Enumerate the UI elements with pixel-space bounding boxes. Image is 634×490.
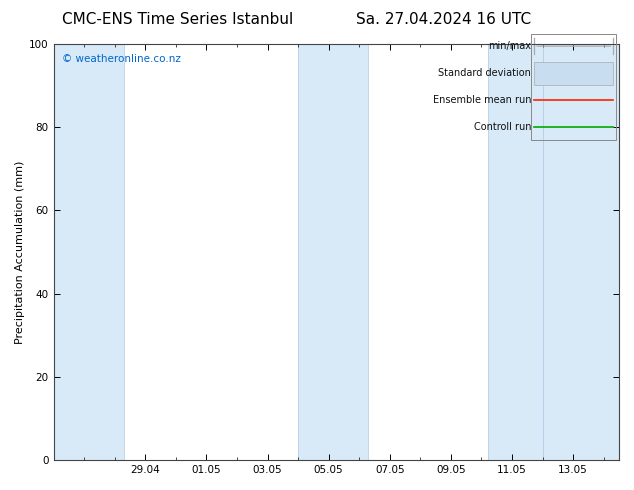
Text: Sa. 27.04.2024 16 UTC: Sa. 27.04.2024 16 UTC	[356, 12, 531, 27]
Text: Standard deviation: Standard deviation	[439, 68, 531, 78]
Text: Controll run: Controll run	[474, 122, 531, 132]
Bar	[543, 44, 619, 460]
Text: min/max: min/max	[488, 41, 531, 51]
Bar	[298, 44, 368, 460]
Text: Ensemble mean run: Ensemble mean run	[433, 95, 531, 105]
Y-axis label: Precipitation Accumulation (mm): Precipitation Accumulation (mm)	[15, 160, 25, 344]
FancyBboxPatch shape	[534, 62, 613, 85]
Bar	[488, 44, 543, 460]
Text: CMC-ENS Time Series Istanbul: CMC-ENS Time Series Istanbul	[62, 12, 293, 27]
Text: © weatheronline.co.nz: © weatheronline.co.nz	[62, 54, 181, 65]
Bar	[54, 44, 124, 460]
Bar	[531, 34, 616, 140]
